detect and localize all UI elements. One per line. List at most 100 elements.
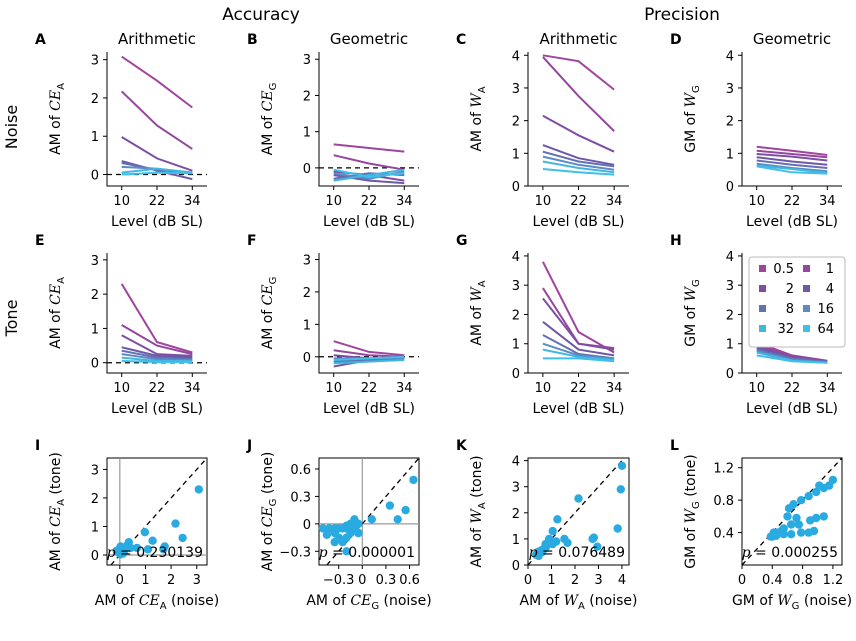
scatter-point [593,542,602,551]
scatter-point [351,521,361,530]
legend-swatch [759,325,766,332]
y-tick-label: 2 [726,308,734,323]
series-line-1 [542,56,615,132]
y-tick-label: 0 [91,169,99,184]
scatter-point [560,534,569,544]
x-tick-label: 34 [819,194,836,209]
series-line-1 [121,324,193,356]
scatter-point [338,524,347,533]
legend-label: 4 [826,282,834,297]
x-tick-label: 0.6 [399,573,420,588]
y-tick-label: 3 [303,53,311,68]
scatter-point [143,545,153,554]
scatter-point [589,533,598,542]
scatter-point [574,494,583,503]
panel-letter: D [670,32,682,48]
series-line-64 [121,171,193,176]
x-tick-label: 34 [606,381,623,396]
panel-title: Arithmetic [539,30,617,48]
y-tick-label: 3 [512,82,520,97]
y-tick-label: 0.8 [713,494,734,509]
series-line-0p5 [333,143,405,153]
scatter-point [824,481,834,490]
x-tick-label: 0 [738,573,746,588]
scatter-point [148,536,157,545]
scatter-point [815,481,824,490]
scatter-point [796,528,806,537]
x-tick-label: 22 [361,381,378,396]
y-tick-label: 2 [512,115,520,130]
scatter-point [553,515,562,524]
x-tick-label: 22 [784,381,801,396]
series-line-0p5 [121,55,193,109]
series-line-1 [542,287,615,350]
y-tick-label: 0 [303,518,311,533]
y-tick-label: 4 [726,49,734,64]
x-tick-label: 34 [396,194,413,209]
series-line-64 [756,165,828,175]
scatter-point [792,513,801,523]
x-tick-label: 10 [325,381,342,396]
y-axis-label: AM of CEA [48,83,67,155]
x-tick-label: 10 [748,381,765,396]
y-tick-label: 3 [91,254,99,269]
y-tick-label: 1 [91,520,99,535]
y-tick-label: 2 [91,288,99,303]
series-line-16 [542,342,615,360]
panel-A: A Arithmetic 10 22 34 0 1 2 3 Level (dB SL) AM of … [35,30,207,230]
y-tick-label: 1 [303,318,311,333]
series-line-1 [333,349,405,358]
x-tick-label: 10 [535,381,552,396]
y-axis-label: AM of CEA (tone) [48,452,67,571]
y-tick-label: 4 [512,49,520,64]
scatter-point [330,537,339,547]
axis-spine [106,253,207,374]
panel-F: F 10 22 34 0 1 2 3 Level (dB SL) AM of CEG [247,233,419,417]
x-tick-label: 34 [606,194,623,209]
panel-title: Geometric [753,30,831,48]
y-tick-label: 1 [726,338,734,353]
scatter-point [178,533,187,543]
y-tick-label: 1 [512,147,520,162]
scatter-point [616,485,625,494]
legend: 0.5 1 2 4 8 16 32 64 [748,256,846,348]
axis-spine [318,253,419,374]
x-tick-label: 10 [113,381,130,396]
x-axis-label: Level (dB SL) [323,214,415,230]
panel-letter: L [670,438,679,454]
panel-L: Lp = 0.000255 0 0.4 0.8 1.2 0.4 0.8 1.2 GM of WG… [670,438,852,612]
x-tick-label: 34 [184,194,201,209]
scatter-point [804,528,813,537]
x-tick-label: 22 [149,381,166,396]
series-line-0p5 [333,340,405,357]
precision-header: Precision [644,5,720,25]
series-line-64 [756,354,828,364]
p-value-annotation: p = 0.230139 [107,545,203,561]
axis-frame [527,457,630,566]
panel-letter: C [456,32,466,48]
y-tick-label: 2 [726,115,734,130]
y-tick-label: 3 [91,463,99,478]
x-tick-label: 1.2 [823,573,844,588]
series-line-8 [756,159,828,169]
series-line-0p5 [542,261,615,354]
series-line-32 [333,168,405,182]
series-line-64 [542,357,615,363]
legend-label: 64 [817,322,834,337]
x-tick-label: 34 [184,381,201,396]
legend-frame [748,256,846,348]
legend-swatch [803,325,810,332]
scatter-point [409,475,418,485]
panel-letter: B [247,32,258,48]
legend-swatch [759,265,766,272]
scatter-point [159,545,168,554]
y-tick-label: 3 [512,481,520,496]
series-line-32 [121,167,193,174]
axis-spine [318,52,419,187]
series-line-2 [542,114,615,153]
x-axis-label: Level (dB SL) [111,214,203,230]
y-tick-label: 2 [512,308,520,323]
x-tick-label: 0 [116,573,124,588]
x-axis-label: Level (dB SL) [746,214,838,230]
